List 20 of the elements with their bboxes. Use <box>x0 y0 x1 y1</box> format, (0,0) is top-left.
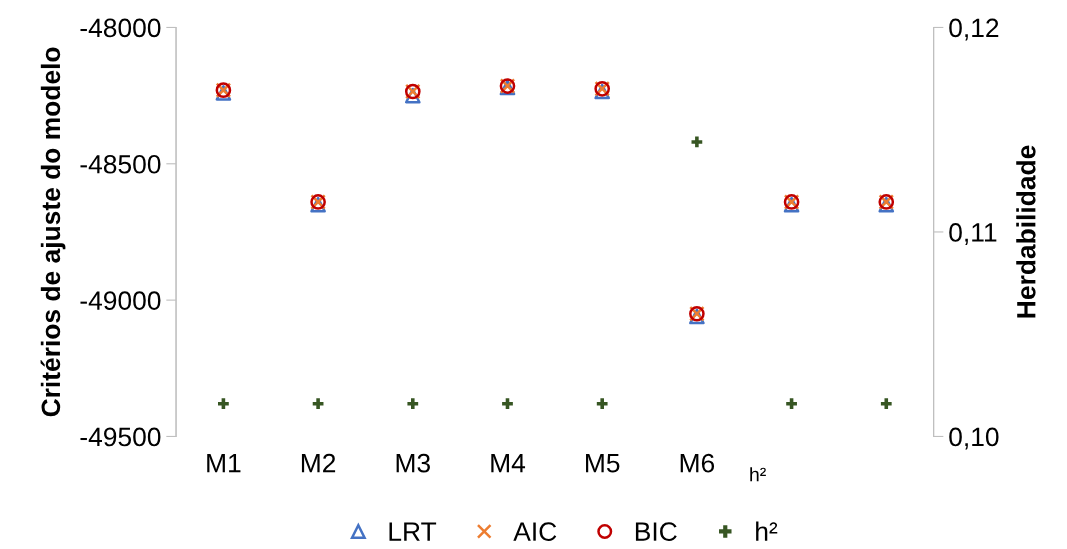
y-tick-label: -49500 <box>80 427 161 447</box>
legend-label: AIC <box>513 522 557 541</box>
x-tick-label: M2 <box>301 453 336 473</box>
y-tick-label: -49000 <box>80 291 161 310</box>
y-tick-label: -48000 <box>80 18 161 38</box>
legend-label: LRT <box>389 522 437 541</box>
x-tick-label: M4 <box>491 454 526 473</box>
x-tick-label: M5 <box>586 454 620 473</box>
legend-label: BIC <box>635 522 677 541</box>
x-tick-label: M3 <box>396 453 430 473</box>
y2-tick-label: 0,10 <box>949 427 999 450</box>
y-tick-label: -48500 <box>80 154 161 174</box>
y2-axis-title: Herdabilidade <box>1016 145 1036 318</box>
x-tick-label: M1 <box>207 454 241 473</box>
y2-tick-label: 0,11 <box>949 223 997 245</box>
y2-tick-label: 0,12 <box>949 18 999 41</box>
y-axis-title: Critérios de ajuste do modelo <box>40 47 66 417</box>
legend-label: h² <box>756 521 778 541</box>
text: h² <box>750 467 766 482</box>
x-tick-label: M6 <box>680 453 715 473</box>
